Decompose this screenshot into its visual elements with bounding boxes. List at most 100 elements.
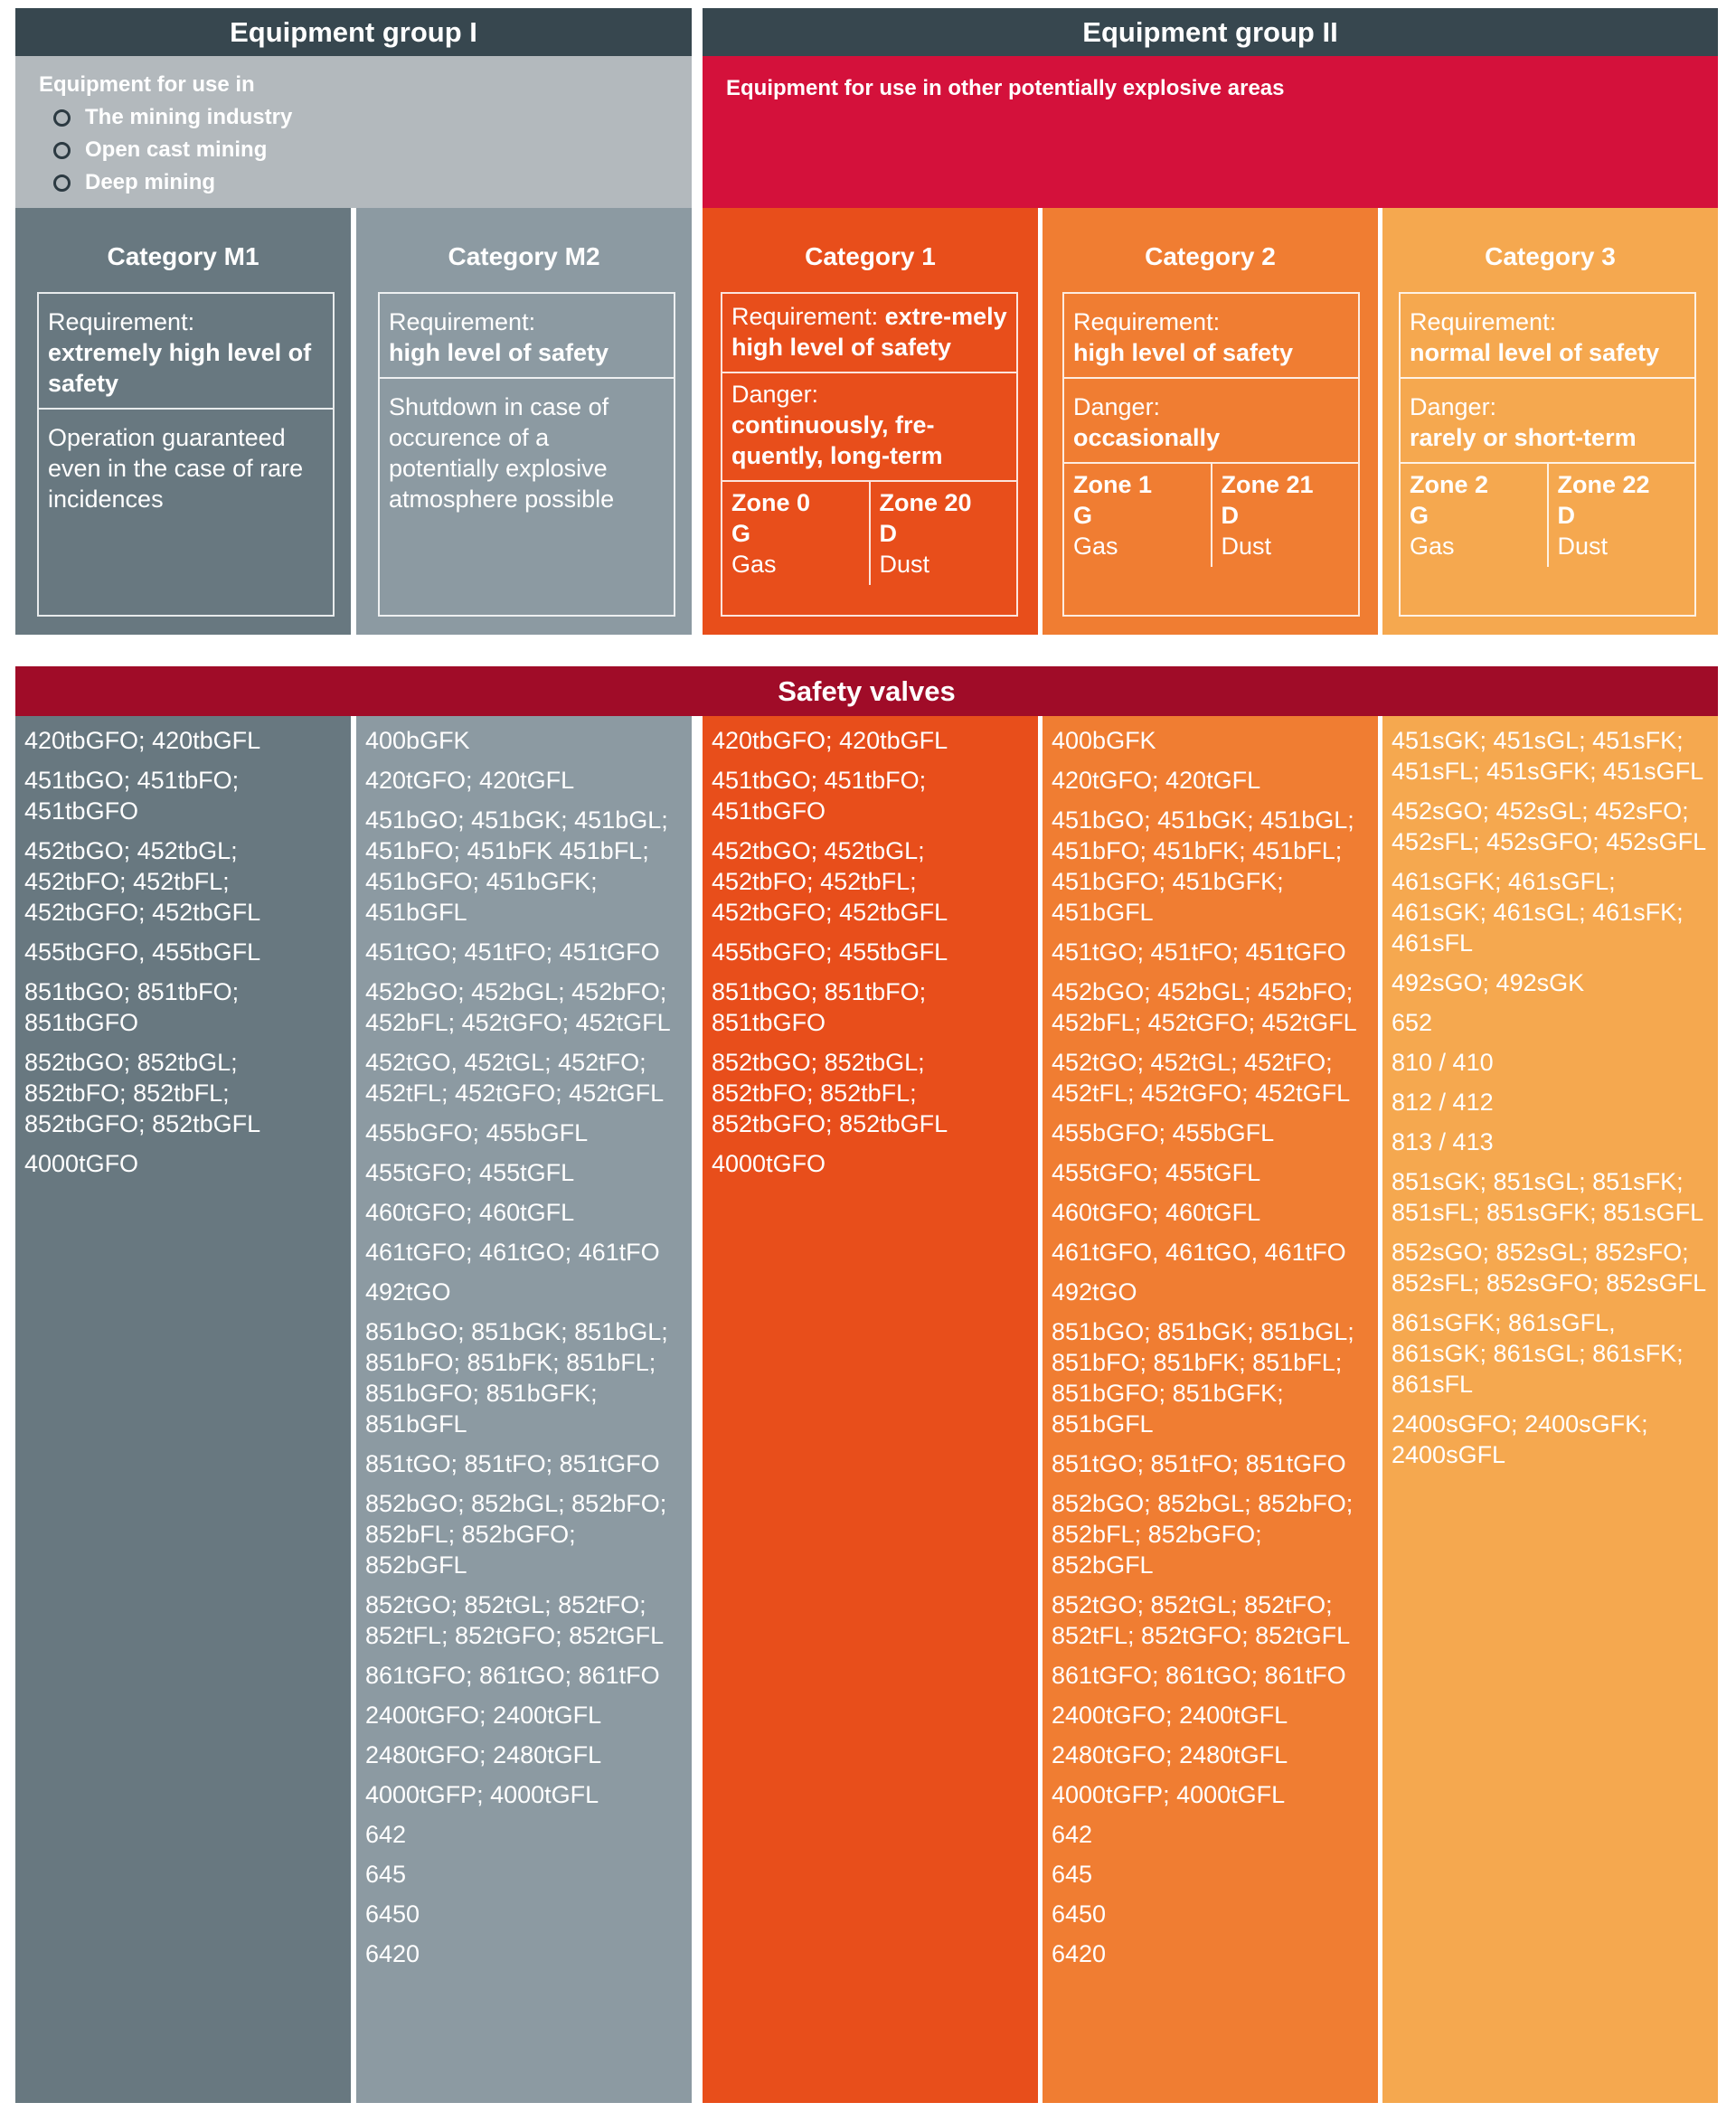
- requirement-section: Requirement: normal level of safety: [1401, 294, 1694, 379]
- requirement-value: high level of safety: [1073, 339, 1294, 366]
- zone-dust: Zone 21 D Dust: [1210, 464, 1359, 567]
- danger-value: continuously, fre-quently, long-term: [731, 411, 943, 469]
- valve-list-item: 645: [365, 1861, 407, 1888]
- valve-list-item: 455tGFO; 455tGFL: [365, 1159, 575, 1186]
- safety-valves-header: Safety valves: [15, 666, 1718, 716]
- valve-list-item: 455tbGFO; 455tbGFL: [712, 938, 948, 966]
- bullet-item: Open cast mining: [39, 134, 672, 166]
- circle-bullet-icon: [53, 141, 71, 159]
- valve-list-item: 642: [365, 1821, 407, 1848]
- valve-list-item: 852tbGO; 852tbGL; 852tbFO; 852tbFL; 852t…: [24, 1049, 261, 1137]
- valves-column-m2: 400bGFK 420tGFO; 420tGFL 451bGO; 451bGK; 4…: [356, 716, 692, 2103]
- category-box: Requirement: extremely high level of saf…: [37, 292, 335, 617]
- circle-bullet-icon: [53, 174, 71, 192]
- valve-list-item: 461tGFO; 461tGO; 461tFO: [365, 1239, 660, 1266]
- zone-dust: Zone 20 D Dust: [868, 482, 1017, 585]
- category-box: Requirement: high level of safety Shutdo…: [378, 292, 675, 617]
- valve-list-item: 861tGFO; 861tGO; 861tFO: [1052, 1662, 1346, 1689]
- valve-list-item: 4000tGFP; 4000tGFL: [1052, 1781, 1286, 1808]
- bullet-item: Deep mining: [39, 166, 672, 199]
- valve-list-item: 2400tGFO; 2400tGFL: [1052, 1702, 1288, 1729]
- valve-list-item: 420tbGFO; 420tbGFL: [712, 727, 948, 754]
- valve-list-item: 851bGO; 851bGK; 851bGL; 851bFO; 851bFK; …: [1052, 1318, 1354, 1438]
- danger-section: Danger: occasionally: [1064, 379, 1358, 464]
- danger-section: Danger: rarely or short-term: [1401, 379, 1694, 464]
- requirement-value: extremely high level of safety: [48, 339, 312, 397]
- valve-list-item: 851tGO; 851tFO; 851tGFO: [365, 1450, 660, 1477]
- valve-list-item: 420tbGFO; 420tbGFL: [24, 727, 261, 754]
- safety-valves-title: Safety valves: [778, 674, 956, 707]
- valve-list-item: 451bGO; 451bGK; 451bGL; 451bFO; 451bFK; …: [1052, 806, 1354, 926]
- valve-list-item: 492sGO; 492sGK: [1392, 969, 1585, 996]
- valve-list-item: 451tbGO; 451tbFO; 451tbGFO: [24, 767, 240, 825]
- category-1-panel: Category 1 Requirement: extre-mely high …: [703, 208, 1038, 635]
- requirement-section: Requirement: extremely high level of saf…: [39, 294, 333, 410]
- valve-list-item: 400bGFK: [1052, 727, 1156, 754]
- valve-list-item: 851sGK; 851sGL; 851sFK; 851sFL; 851sGFK;…: [1392, 1168, 1704, 1226]
- valve-list-item: 861sGFK; 861sGFL, 861sGK; 861sGL; 861sFK…: [1392, 1309, 1684, 1398]
- valve-list-item: 461tGFO, 461tGO, 461tFO: [1052, 1239, 1346, 1266]
- valve-list-item: 852tbGO; 852tbGL; 852tbFO; 852tbFL; 852t…: [712, 1049, 948, 1137]
- valve-list-item: 455bGFO; 455bGFL: [1052, 1119, 1275, 1146]
- group-2-header: Equipment group II: [703, 8, 1718, 56]
- valve-list-item: 451tGO; 451tFO; 451tGFO: [365, 938, 660, 966]
- group-2-intro: Equipment for use in other potentially e…: [726, 76, 1285, 100]
- valve-list-item: 452tbGO; 452tbGL; 452tbFO; 452tbFL; 452t…: [712, 837, 948, 926]
- zone-dust: Zone 22 D Dust: [1546, 464, 1695, 567]
- valve-list-item: 451sGK; 451sGL; 451sFK; 451sFL; 451sGFK;…: [1392, 727, 1704, 785]
- valve-list-item: 451bGO; 451bGK; 451bGL; 451bFO; 451bFK 4…: [365, 806, 668, 926]
- valve-list-item: 851tbGO; 851tbFO; 851tbGFO: [24, 978, 240, 1036]
- category-3-panel: Category 3 Requirement: normal level of …: [1382, 208, 1718, 635]
- valve-list-item: 810 / 410: [1392, 1049, 1494, 1076]
- zones-row: Zone 0 G Gas Zone 20 D Dust: [722, 482, 1016, 585]
- valve-list-item: 460tGFO; 460tGFL: [365, 1199, 575, 1226]
- valve-list-item: 400bGFK: [365, 727, 470, 754]
- valve-list-item: 4000tGFO: [24, 1150, 139, 1177]
- valve-list-item: 451tGO; 451tFO; 451tGFO: [1052, 938, 1346, 966]
- category-box: Requirement: high level of safety Danger…: [1062, 292, 1360, 617]
- valve-list-item: 2480tGFO; 2480tGFL: [365, 1741, 602, 1768]
- category-m1-panel: Category M1 Requirement: extremely high …: [15, 208, 351, 635]
- group-2-title: Equipment group II: [1082, 15, 1338, 48]
- valve-list-item: 652: [1392, 1009, 1433, 1036]
- valve-list-item: 6450: [1052, 1900, 1107, 1928]
- valve-list-item: 455tGFO; 455tGFL: [1052, 1159, 1261, 1186]
- group-1-header: Equipment group I: [15, 8, 692, 56]
- valve-list-item: 852tGO; 852tGL; 852tFO; 852tFL; 852tGFO;…: [365, 1591, 665, 1649]
- danger-value: rarely or short-term: [1410, 424, 1637, 451]
- valve-list-item: 6420: [1052, 1940, 1107, 1967]
- zone-gas: Zone 0 G Gas: [731, 489, 811, 578]
- category-note: Operation guaranteed even in the case of…: [48, 424, 304, 513]
- group-2-description: Equipment for use in other potentially e…: [703, 56, 1718, 208]
- circle-bullet-icon: [53, 108, 71, 127]
- valve-list-item: 852sGO; 852sGL; 852sFO; 852sFL; 852sGFO;…: [1392, 1239, 1707, 1296]
- valve-list-item: 452tbGO; 452tbGL; 452tbFO; 452tbFL; 452t…: [24, 837, 261, 926]
- category-m2-panel: Category M2 Requirement: high level of s…: [356, 208, 692, 635]
- valve-list-item: 460tGFO; 460tGFL: [1052, 1199, 1261, 1226]
- valve-list-item: 2480tGFO; 2480tGFL: [1052, 1741, 1288, 1768]
- group-1-title: Equipment group I: [230, 15, 477, 48]
- valve-list-item: 851bGO; 851bGK; 851bGL; 851bFO; 851bFK; …: [365, 1318, 668, 1438]
- zone-gas: Zone 2 G Gas: [1410, 471, 1489, 560]
- zones-row: Zone 2 G Gas Zone 22 D Dust: [1401, 464, 1694, 567]
- valve-list-item: 461sGFK; 461sGFL; 461sGK; 461sGL; 461sFK…: [1392, 868, 1684, 957]
- group-1-intro: Equipment for use in: [39, 72, 255, 97]
- category-box: Requirement: normal level of safety Dang…: [1399, 292, 1696, 617]
- valves-column-category-2: 400bGFK 420tGFO; 420tGFL 451bGO; 451bGK; 4…: [1043, 716, 1378, 2103]
- requirement-value: extre-mely high level of safety: [731, 303, 1007, 361]
- category-title: Category 2: [1145, 242, 1276, 270]
- valve-list-item: 642: [1052, 1821, 1093, 1848]
- valve-list-item: 2400tGFO; 2400tGFL: [365, 1702, 602, 1729]
- valve-list-item: 452bGO; 452bGL; 452bFO; 452bFL; 452tGFO;…: [365, 978, 671, 1036]
- category-title: Category 3: [1485, 242, 1616, 270]
- danger-value: occasionally: [1073, 424, 1221, 451]
- valve-list-item: 852bGO; 852bGL; 852bFO; 852bFL; 852bGFO;…: [365, 1490, 667, 1579]
- category-title: Category M1: [107, 242, 259, 270]
- zones-row: Zone 1 G Gas Zone 21 D Dust: [1064, 464, 1358, 567]
- valve-list-item: 852tGO; 852tGL; 852tFO; 852tFL; 852tGFO;…: [1052, 1591, 1351, 1649]
- requirement-section: Requirement: high level of safety: [380, 294, 674, 379]
- valves-column-category-3: 451sGK; 451sGL; 451sFK; 451sFL; 451sGFK;…: [1382, 716, 1718, 2103]
- danger-section: Danger: continuously, fre-quently, long-…: [722, 373, 1016, 482]
- valve-list-item: 6420: [365, 1940, 420, 1967]
- valve-list-item: 852bGO; 852bGL; 852bFO; 852bFL; 852bGFO;…: [1052, 1490, 1354, 1579]
